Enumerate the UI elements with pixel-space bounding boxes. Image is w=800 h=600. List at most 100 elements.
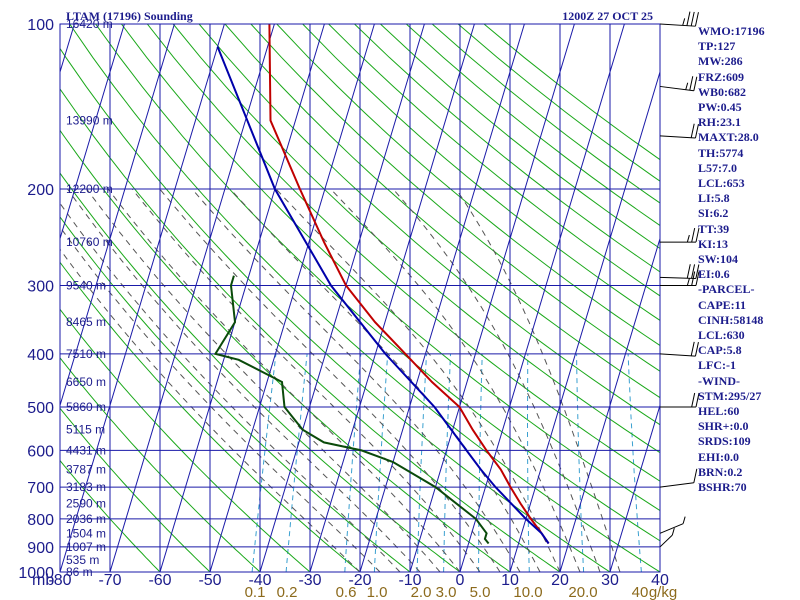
moist-adiabat [67,188,421,572]
wind-barb-half-flag [671,527,675,536]
index-row: WMO:17196 [698,24,765,38]
mixing-ratio-line [527,353,530,572]
dewpoint-trace [213,275,490,545]
index-row: BSHR:70 [698,480,747,495]
mixing-ratio-label: 3.0 [436,584,457,600]
moist-adiabat [60,226,381,572]
dry-adiabat [250,24,660,372]
wind-barb-half-flag [685,82,689,90]
pressure-tick-label: 400 [27,347,54,364]
wind-barb-flag [693,76,698,91]
wind-barb [659,264,700,279]
mixing-ratio-label: 5.0 [470,584,491,600]
pressure-tick-label: 900 [27,540,54,557]
wind-barb [660,392,700,408]
temperature-trace [268,24,550,545]
mixing-ratio-label: 40 [632,584,649,600]
wind-barb [660,271,700,286]
height-label: 1007 m [66,540,106,554]
wind-barb [659,468,698,488]
wind-barb-flag [694,123,699,139]
wind-barb-half-flag [686,278,690,286]
wind-barb-flag [695,227,700,243]
moist-adiabat [229,188,541,572]
height-label: 535 m [66,553,99,567]
wind-barb-flag [695,271,700,286]
wind-barb [659,341,699,357]
chart-time: 1200Z 27 OCT 25 [562,9,653,23]
dry-adiabat [69,24,660,572]
isotherm-line [559,236,660,572]
wind-barb [659,11,699,27]
wind-barb-staff [659,523,684,534]
index-row: SW:104 [698,252,739,267]
height-label: 9540 m [66,278,106,292]
dry-adiabat [302,24,660,321]
pressure-tick-label: 1000 [18,565,54,582]
mixing-ratio-label: 0.1 [245,584,266,600]
dry-adiabat [60,261,361,572]
wind-barb-flag [690,11,695,27]
stability-indices-panel: WMO:17196 TP:127 MW:286 FRZ:609 WB0:682 … [698,24,798,495]
plot-frame [59,23,661,573]
parcel-section-header: -PARCEL- [698,282,755,297]
index-row: LCL:630 [698,328,745,343]
dry-adiabat [60,216,411,572]
pressure-unit-label: mb [32,572,54,589]
temperature-tick-label: 20 [551,572,569,589]
height-label: 3787 m [66,462,106,476]
moist-adiabat [60,202,401,572]
dry-adiabat [60,407,211,572]
mixing-ratio-line [443,353,451,572]
height-label: 86 m [66,565,93,579]
pressure-tick-label: 300 [27,278,54,295]
height-label: 6650 m [66,375,106,389]
dry-adiabat [60,129,511,572]
mixing-ratio-line [627,353,642,572]
index-row: RH:23.1 [698,115,741,130]
pressure-tick-label: 200 [27,182,54,199]
isotherm-line [60,24,125,241]
isotherm-line [159,24,325,572]
index-row: CINH:58148 [698,312,764,327]
dry-adiabat [172,24,660,454]
mixing-ratio-label: 2.0 [411,584,432,600]
wind-barb-flag [690,123,695,138]
isotherm-line [0,24,24,572]
index-row: LCL:653 [698,176,745,191]
isotherm-line [109,24,275,572]
temperature-tick-label: -40 [248,572,271,589]
dry-adiabat [60,357,261,572]
wind-barb [660,227,700,243]
temperature-tick-label: -20 [348,572,371,589]
temperature-tick-label: 40 [651,572,669,589]
height-label: 1504 m [66,526,106,540]
height-label: 7510 m [66,347,106,361]
pressure-tick-label: 800 [27,512,54,529]
index-row: SHR+:0.0 [698,419,749,434]
dry-adiabat [354,24,660,273]
isotherm-line [359,24,525,572]
dry-adiabat [198,24,660,426]
index-row: L57:7.0 [698,160,737,175]
moist-adiabat [455,188,621,572]
index-row: WB0:682 [698,84,746,99]
wind-barb-staff [659,482,694,488]
moist-adiabat [330,188,581,572]
wind-barb-flag [686,264,691,279]
wind-barb-flag [693,468,698,483]
dry-adiabat [224,24,660,399]
height-label: 13990 m [66,113,113,127]
mixing-ratio-line [576,353,585,572]
wind-barb-flag [689,76,694,91]
index-row: STM:295/27 [698,388,762,403]
height-label: 5115 m [66,423,105,437]
wind-barb-flag [694,12,699,27]
isotherm-line [409,24,575,572]
dry-adiabat [146,24,660,482]
index-row: MAXT:28.0 [698,130,759,145]
mixing-ratio-label: 1.0 [367,584,388,600]
index-row: TT:39 [698,221,730,236]
mixing-ratio-label: g/kg [649,584,677,600]
index-row: EI:0.6 [698,267,730,282]
